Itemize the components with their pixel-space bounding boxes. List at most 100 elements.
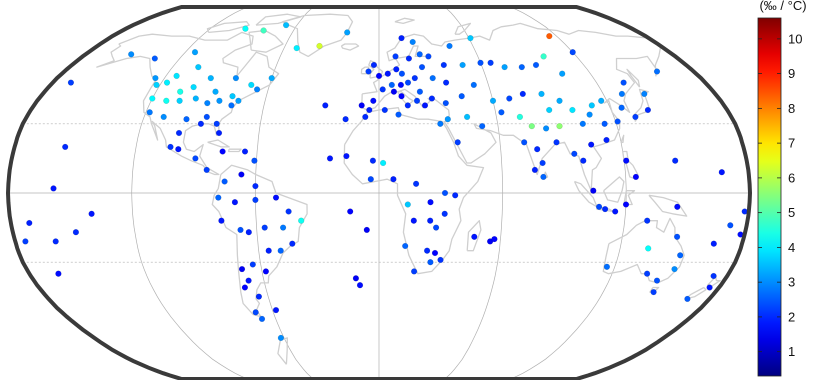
station-marker <box>293 45 300 52</box>
station-marker <box>215 129 223 137</box>
station-marker <box>204 100 211 107</box>
station-marker <box>395 111 402 118</box>
station-marker <box>598 97 605 104</box>
station-marker <box>443 79 450 86</box>
station-marker <box>160 113 167 120</box>
station-marker <box>404 102 411 109</box>
colorbar-tick-label: 9 <box>788 66 795 81</box>
station-marker <box>398 70 405 77</box>
station-marker <box>409 38 416 46</box>
station-marker <box>437 256 444 263</box>
coastline-australia <box>602 217 685 284</box>
station-markers <box>22 22 748 341</box>
station-marker <box>441 189 449 197</box>
station-marker <box>543 125 550 132</box>
station-marker <box>718 169 725 176</box>
station-marker <box>546 106 553 114</box>
station-marker <box>710 272 717 280</box>
station-marker <box>192 95 199 102</box>
station-marker <box>176 97 183 104</box>
station-marker <box>404 201 411 208</box>
station-marker <box>163 97 170 104</box>
station-marker <box>219 148 226 155</box>
coastline-eurasia <box>361 22 662 192</box>
station-marker <box>471 233 478 240</box>
station-marker <box>538 90 545 97</box>
colorbar-scale <box>757 17 782 377</box>
station-marker <box>532 61 540 69</box>
station-marker <box>459 61 466 69</box>
station-marker <box>644 217 651 224</box>
station-marker <box>398 93 405 100</box>
coastline-baffin <box>248 29 284 53</box>
colorbar-tick-label: 5 <box>788 205 795 220</box>
station-marker <box>632 173 639 180</box>
station-marker <box>540 173 547 180</box>
coastline-south-america <box>211 164 308 318</box>
station-marker <box>203 113 210 120</box>
station-marker <box>674 203 681 210</box>
station-marker <box>367 176 374 183</box>
station-marker <box>260 27 267 34</box>
station-marker <box>590 187 597 194</box>
station-marker <box>232 75 239 82</box>
station-marker <box>163 79 171 86</box>
station-marker <box>424 247 431 254</box>
station-marker <box>677 252 684 259</box>
station-marker <box>177 88 184 95</box>
station-marker <box>183 116 190 123</box>
coastline-sakhalin <box>626 68 641 88</box>
station-marker <box>342 116 349 123</box>
station-marker <box>470 81 477 88</box>
station-marker <box>458 93 465 100</box>
station-marker <box>151 55 158 62</box>
station-marker <box>534 146 541 153</box>
station-marker <box>207 75 214 82</box>
colorbar-tick-label: 3 <box>788 275 795 290</box>
station-marker <box>26 219 33 227</box>
station-marker <box>427 217 434 224</box>
coastline-hispaniola <box>228 148 242 153</box>
coastline-great-britain <box>368 60 384 79</box>
station-marker <box>614 118 621 125</box>
station-marker <box>413 180 420 187</box>
station-marker <box>149 95 156 102</box>
station-marker <box>618 104 625 111</box>
station-marker <box>241 284 248 291</box>
station-marker <box>379 86 386 93</box>
station-marker <box>632 113 639 120</box>
station-marker <box>644 106 651 114</box>
station-marker <box>442 100 449 107</box>
station-marker <box>446 42 453 50</box>
station-marker <box>146 109 153 116</box>
station-marker <box>622 201 630 208</box>
station-marker <box>203 166 210 173</box>
station-marker <box>365 68 372 75</box>
station-marker <box>347 208 354 215</box>
station-marker <box>672 157 679 164</box>
station-marker <box>569 106 576 114</box>
station-marker <box>579 120 586 127</box>
coastline-madagascar <box>466 220 482 252</box>
station-marker <box>390 88 397 95</box>
station-marker <box>444 116 451 123</box>
station-marker <box>254 86 261 93</box>
colorbar-tick-label: 10 <box>788 31 802 46</box>
station-marker <box>153 81 160 88</box>
station-marker <box>215 194 222 201</box>
station-marker <box>262 268 269 275</box>
station-marker <box>531 166 538 173</box>
station-marker <box>556 97 563 104</box>
station-marker <box>241 148 249 155</box>
station-marker <box>238 171 245 178</box>
station-marker <box>252 183 259 190</box>
station-marker <box>467 35 474 42</box>
station-marker <box>252 196 259 203</box>
station-marker <box>283 22 290 29</box>
station-marker <box>464 113 471 120</box>
station-marker <box>650 289 657 296</box>
station-marker <box>363 226 370 233</box>
station-marker <box>213 120 220 127</box>
colorbar-unit-label: (‰ / °C) <box>759 0 806 13</box>
